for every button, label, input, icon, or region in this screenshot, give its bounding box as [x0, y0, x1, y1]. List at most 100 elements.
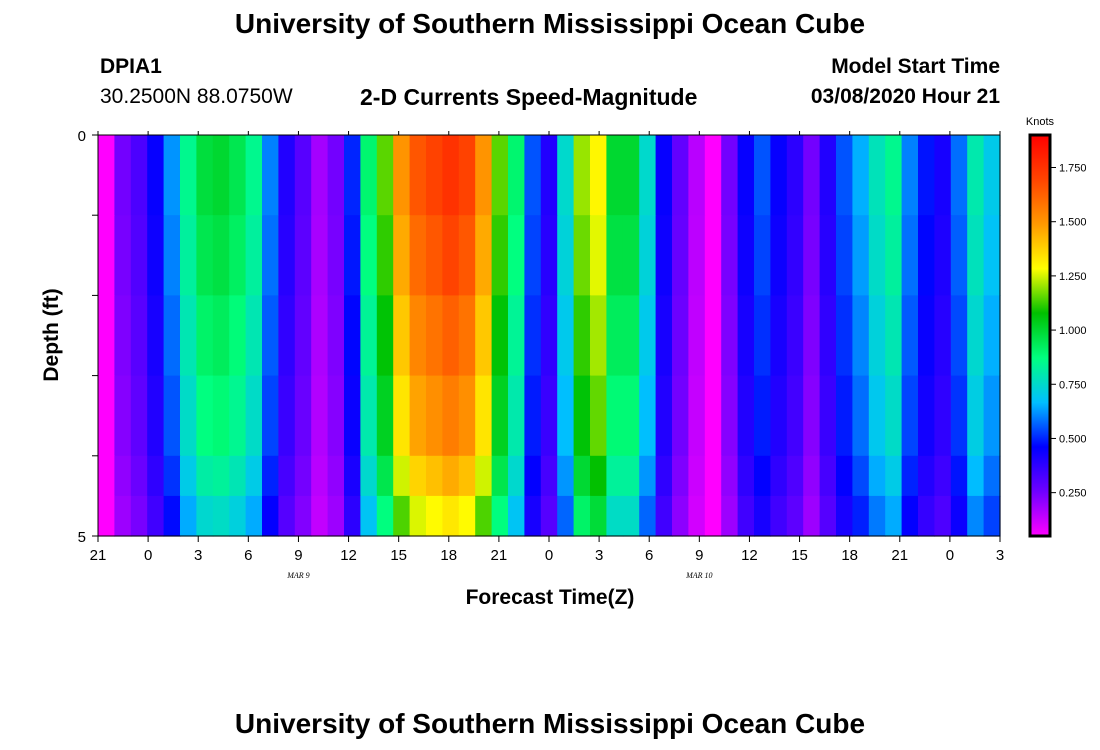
heat-cell — [376, 295, 394, 377]
heat-cell — [311, 495, 329, 537]
heat-cell — [655, 455, 673, 497]
heat-cell — [196, 455, 214, 497]
heat-cell — [327, 375, 345, 457]
heat-cell — [622, 495, 640, 537]
heat-cell — [294, 295, 312, 377]
heat-cell — [737, 455, 755, 497]
heat-cell — [294, 375, 312, 457]
heat-cell — [327, 215, 345, 296]
heat-cell — [212, 375, 230, 457]
heat-cell — [704, 135, 722, 216]
heat-cell — [147, 375, 165, 457]
heat-cell — [901, 495, 919, 537]
heat-cell — [803, 455, 821, 497]
heat-cell — [901, 375, 919, 457]
heat-cell — [393, 135, 411, 216]
heat-cell — [786, 495, 804, 537]
colorbar-tick-label: 0.500 — [1059, 433, 1087, 445]
colorbar-tick-label: 0.250 — [1059, 488, 1087, 500]
heat-cell — [803, 495, 821, 537]
heat-cell — [426, 135, 443, 216]
heat-cell — [590, 375, 607, 457]
heat-cell — [311, 295, 329, 377]
heat-cell — [704, 215, 722, 296]
heat-cell — [426, 455, 443, 497]
heat-cell — [704, 455, 722, 497]
model-start-label: Model Start Time — [831, 55, 1000, 78]
heat-cell — [737, 215, 755, 296]
heat-cell — [573, 295, 591, 377]
heat-cell — [442, 455, 460, 497]
heat-cell — [360, 135, 378, 216]
heat-cell — [852, 135, 870, 216]
heat-cell — [147, 295, 165, 377]
heat-cell — [180, 495, 197, 537]
heat-cell — [245, 215, 263, 296]
x-axis-title: Forecast Time(Z) — [466, 586, 635, 609]
heat-cell — [754, 295, 771, 377]
heat-cell — [262, 295, 279, 377]
heat-cell — [540, 495, 558, 537]
heat-cell — [639, 215, 657, 296]
heat-cell — [557, 455, 575, 497]
heat-cell — [278, 135, 296, 216]
heat-cell — [98, 215, 115, 296]
heat-cell — [967, 215, 985, 296]
x-tick-label: 6 — [244, 547, 252, 564]
x-tick-label: 21 — [90, 547, 107, 564]
heat-cell — [672, 375, 689, 457]
heat-cell — [393, 375, 411, 457]
heat-cell — [180, 215, 197, 296]
heat-cell — [754, 215, 771, 296]
heat-cell — [491, 495, 509, 537]
heat-cell — [868, 135, 886, 216]
x-tick-label: 12 — [741, 547, 758, 564]
heat-cell — [770, 215, 788, 296]
heat-cell — [294, 495, 312, 537]
heat-cell — [885, 295, 903, 377]
heat-cell — [573, 135, 591, 216]
heat-cell — [508, 375, 525, 457]
x-tick-label: 3 — [996, 547, 1004, 564]
page-title: University of Southern Mississippi Ocean… — [234, 8, 866, 39]
heat-cell — [590, 495, 607, 537]
heat-cell — [754, 495, 771, 537]
heat-cell — [934, 135, 952, 216]
heat-cell — [786, 375, 804, 457]
heat-cell — [540, 215, 558, 296]
heat-cell — [475, 295, 493, 377]
heat-cell — [819, 495, 837, 537]
heat-cell — [557, 495, 575, 537]
y-tick-label: 5 — [78, 529, 86, 546]
heat-cell — [98, 375, 115, 457]
heat-cell — [344, 455, 361, 497]
heat-cell — [950, 495, 968, 537]
heat-cell — [393, 455, 411, 497]
heat-cell — [508, 495, 525, 537]
heat-cell — [688, 215, 706, 296]
heat-cell — [475, 135, 493, 216]
heat-cell — [114, 495, 132, 537]
heat-cell — [278, 495, 296, 537]
heat-cell — [934, 455, 952, 497]
x-tick-label: 6 — [645, 547, 653, 564]
heat-cell — [852, 455, 870, 497]
heat-cell — [967, 455, 985, 497]
heat-cell — [442, 135, 460, 216]
heat-cell — [475, 215, 493, 296]
heat-cell — [376, 215, 394, 296]
heat-cell — [278, 215, 296, 296]
heat-cell — [524, 215, 542, 296]
heat-cell — [163, 495, 181, 537]
heat-cell — [983, 495, 1001, 537]
x-axis: 21 0 3 6 9 12 15 18 21 0 3 6 9 12 15 18 21 0 3 MAR 9 MAR 10 — [90, 131, 1004, 580]
heat-cell — [885, 135, 903, 216]
heat-cell — [327, 455, 345, 497]
heat-cell — [852, 375, 870, 457]
heat-cell — [409, 495, 427, 537]
heat-cell — [655, 495, 673, 537]
heat-cell — [754, 455, 771, 497]
heat-cell — [983, 375, 1001, 457]
heat-cell — [458, 135, 476, 216]
x-tick-label: 15 — [390, 547, 407, 564]
